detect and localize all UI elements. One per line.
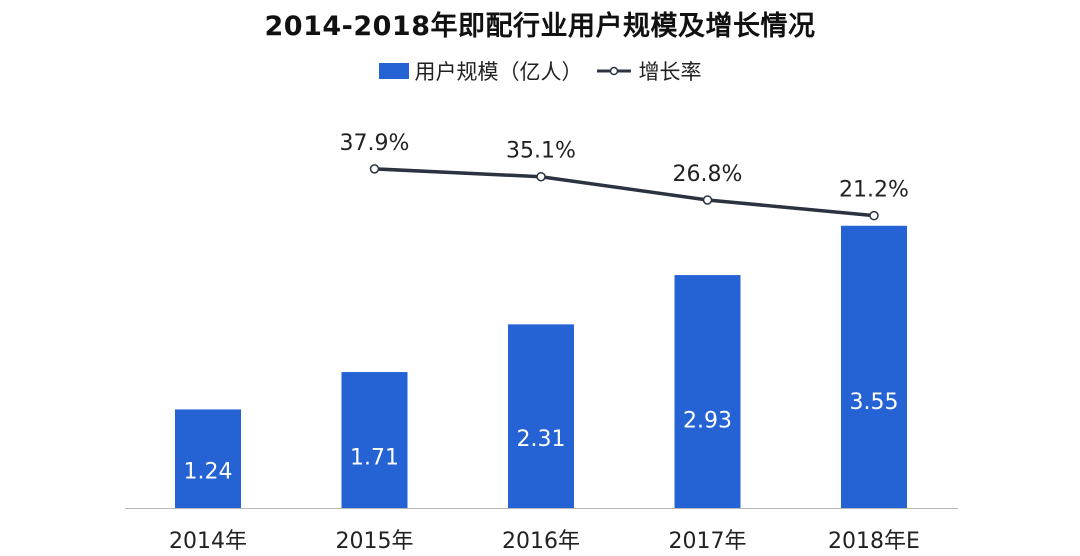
legend-line-swatch	[596, 66, 631, 76]
bars-group: 1.24 1.71 2.31 2.93 3.55	[175, 225, 907, 508]
chart-title: 2014-2018年即配行业用户规模及增长情况	[264, 11, 816, 42]
growth-point-1	[369, 164, 380, 174]
bar-value-label-0: 1.24	[184, 460, 233, 485]
x-tick-labels: 2014年 2015年 2016年 2017年 2018年E	[169, 529, 920, 554]
bar-3	[674, 275, 741, 508]
bar-0	[175, 409, 241, 508]
bar-2	[508, 324, 574, 508]
legend-line-label: 增长率	[638, 60, 702, 84]
legend-bar-label: 用户规模（亿人）	[414, 60, 583, 84]
bar-value-label-3: 2.93	[683, 408, 732, 433]
growth-label-2: 35.1%	[506, 139, 576, 164]
legend-bar-swatch	[378, 63, 409, 79]
legend-item-line: 增长率	[595, 56, 702, 86]
growth-point-4	[869, 210, 879, 221]
growth-point-3	[702, 195, 713, 205]
x-tick-label-2: 2016年	[502, 529, 580, 554]
growth-point-2	[536, 171, 546, 182]
x-tick-label-4: 2018年E	[828, 529, 920, 554]
growth-line	[374, 167, 875, 218]
x-tick-label-0: 2014年	[169, 529, 247, 554]
x-tick-label-1: 2015年	[336, 529, 414, 554]
growth-line-group: 37.9% 35.1% 26.8% 21.2%	[340, 131, 909, 221]
legend: 用户规模（亿人） 增长率	[0, 56, 1080, 86]
bar-1	[341, 372, 408, 508]
growth-label-4: 21.2%	[839, 178, 909, 203]
bar-value-label-2: 2.31	[517, 427, 566, 452]
bar-value-label-1: 1.71	[350, 445, 399, 470]
legend-item-bar: 用户规模（亿人）	[378, 56, 583, 86]
growth-label-3: 26.8%	[673, 162, 743, 187]
growth-label-1: 37.9%	[340, 131, 410, 156]
bar-value-label-4: 3.55	[850, 390, 899, 415]
x-tick-label-3: 2017年	[669, 529, 747, 554]
bar-4	[841, 225, 907, 508]
